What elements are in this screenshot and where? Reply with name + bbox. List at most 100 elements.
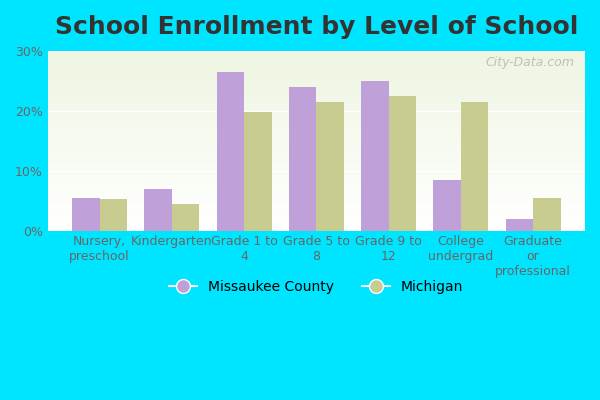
Bar [48,130,585,132]
Bar [48,137,585,139]
Bar [48,94,585,96]
Bar [48,119,585,121]
Bar [48,63,585,65]
Legend: Missaukee County, Michigan: Missaukee County, Michigan [164,274,469,299]
Bar [48,74,585,76]
Bar [48,222,585,223]
Bar [48,166,585,168]
Bar [48,121,585,123]
Bar [48,144,585,146]
Bar [48,105,585,106]
Bar [48,159,585,160]
Bar [48,123,585,124]
Bar [48,52,585,54]
Bar [48,175,585,177]
Bar [48,225,585,227]
Bar [48,218,585,220]
Bar [48,69,585,70]
Bar [48,90,585,92]
Bar [48,207,585,209]
Bar [48,83,585,85]
Bar [48,182,585,184]
Bar [48,116,585,117]
Bar [48,146,585,148]
Bar [48,160,585,162]
Bar [48,56,585,58]
Bar [48,49,585,51]
Bar [48,65,585,67]
Bar [48,88,585,90]
Bar [48,80,585,81]
Bar [506,218,533,230]
Bar [48,220,585,222]
Bar [48,170,585,171]
Bar [48,128,585,130]
Title: School Enrollment by Level of School: School Enrollment by Level of School [55,15,578,39]
Bar [48,186,585,188]
Bar [48,112,585,114]
Bar [48,191,585,193]
Bar [48,178,585,180]
Text: City-Data.com: City-Data.com [485,56,574,69]
Bar [72,198,100,230]
Bar [433,180,461,230]
Bar [48,81,585,83]
Bar [48,142,585,144]
Bar [48,180,585,182]
Bar [389,96,416,230]
Bar [316,102,344,230]
Bar [48,212,585,214]
Bar [48,85,585,87]
Bar [48,108,585,110]
Bar [48,76,585,78]
Bar [48,135,585,137]
Bar [48,54,585,56]
Bar [48,209,585,211]
Bar [48,171,585,173]
Bar [48,103,585,105]
Bar [48,92,585,94]
Bar [244,112,272,230]
Bar [48,134,585,135]
Bar [48,70,585,72]
Bar [48,198,585,200]
Bar [48,205,585,207]
Bar [48,211,585,212]
Bar [48,148,585,150]
Bar [217,72,244,230]
Bar [48,157,585,159]
Bar [48,216,585,218]
Bar [48,117,585,119]
Bar [48,202,585,204]
Bar [48,114,585,116]
Bar [48,173,585,175]
Bar [48,60,585,62]
Bar [48,98,585,99]
Bar [48,177,585,178]
Bar [100,199,127,230]
Bar [48,189,585,191]
Bar [48,162,585,164]
Bar [48,110,585,112]
Bar [48,150,585,152]
Bar [461,102,488,230]
Bar [48,223,585,225]
Bar [48,87,585,88]
Bar [48,164,585,166]
Bar [48,152,585,153]
Bar [48,58,585,60]
Bar [48,51,585,52]
Bar [48,184,585,186]
Bar [172,204,199,230]
Bar [145,189,172,230]
Bar [48,139,585,141]
Bar [289,87,316,230]
Bar [48,196,585,198]
Bar [48,72,585,74]
Bar [48,204,585,205]
Bar [48,193,585,195]
Bar [48,155,585,157]
Bar [48,99,585,101]
Bar [48,101,585,103]
Bar [48,132,585,134]
